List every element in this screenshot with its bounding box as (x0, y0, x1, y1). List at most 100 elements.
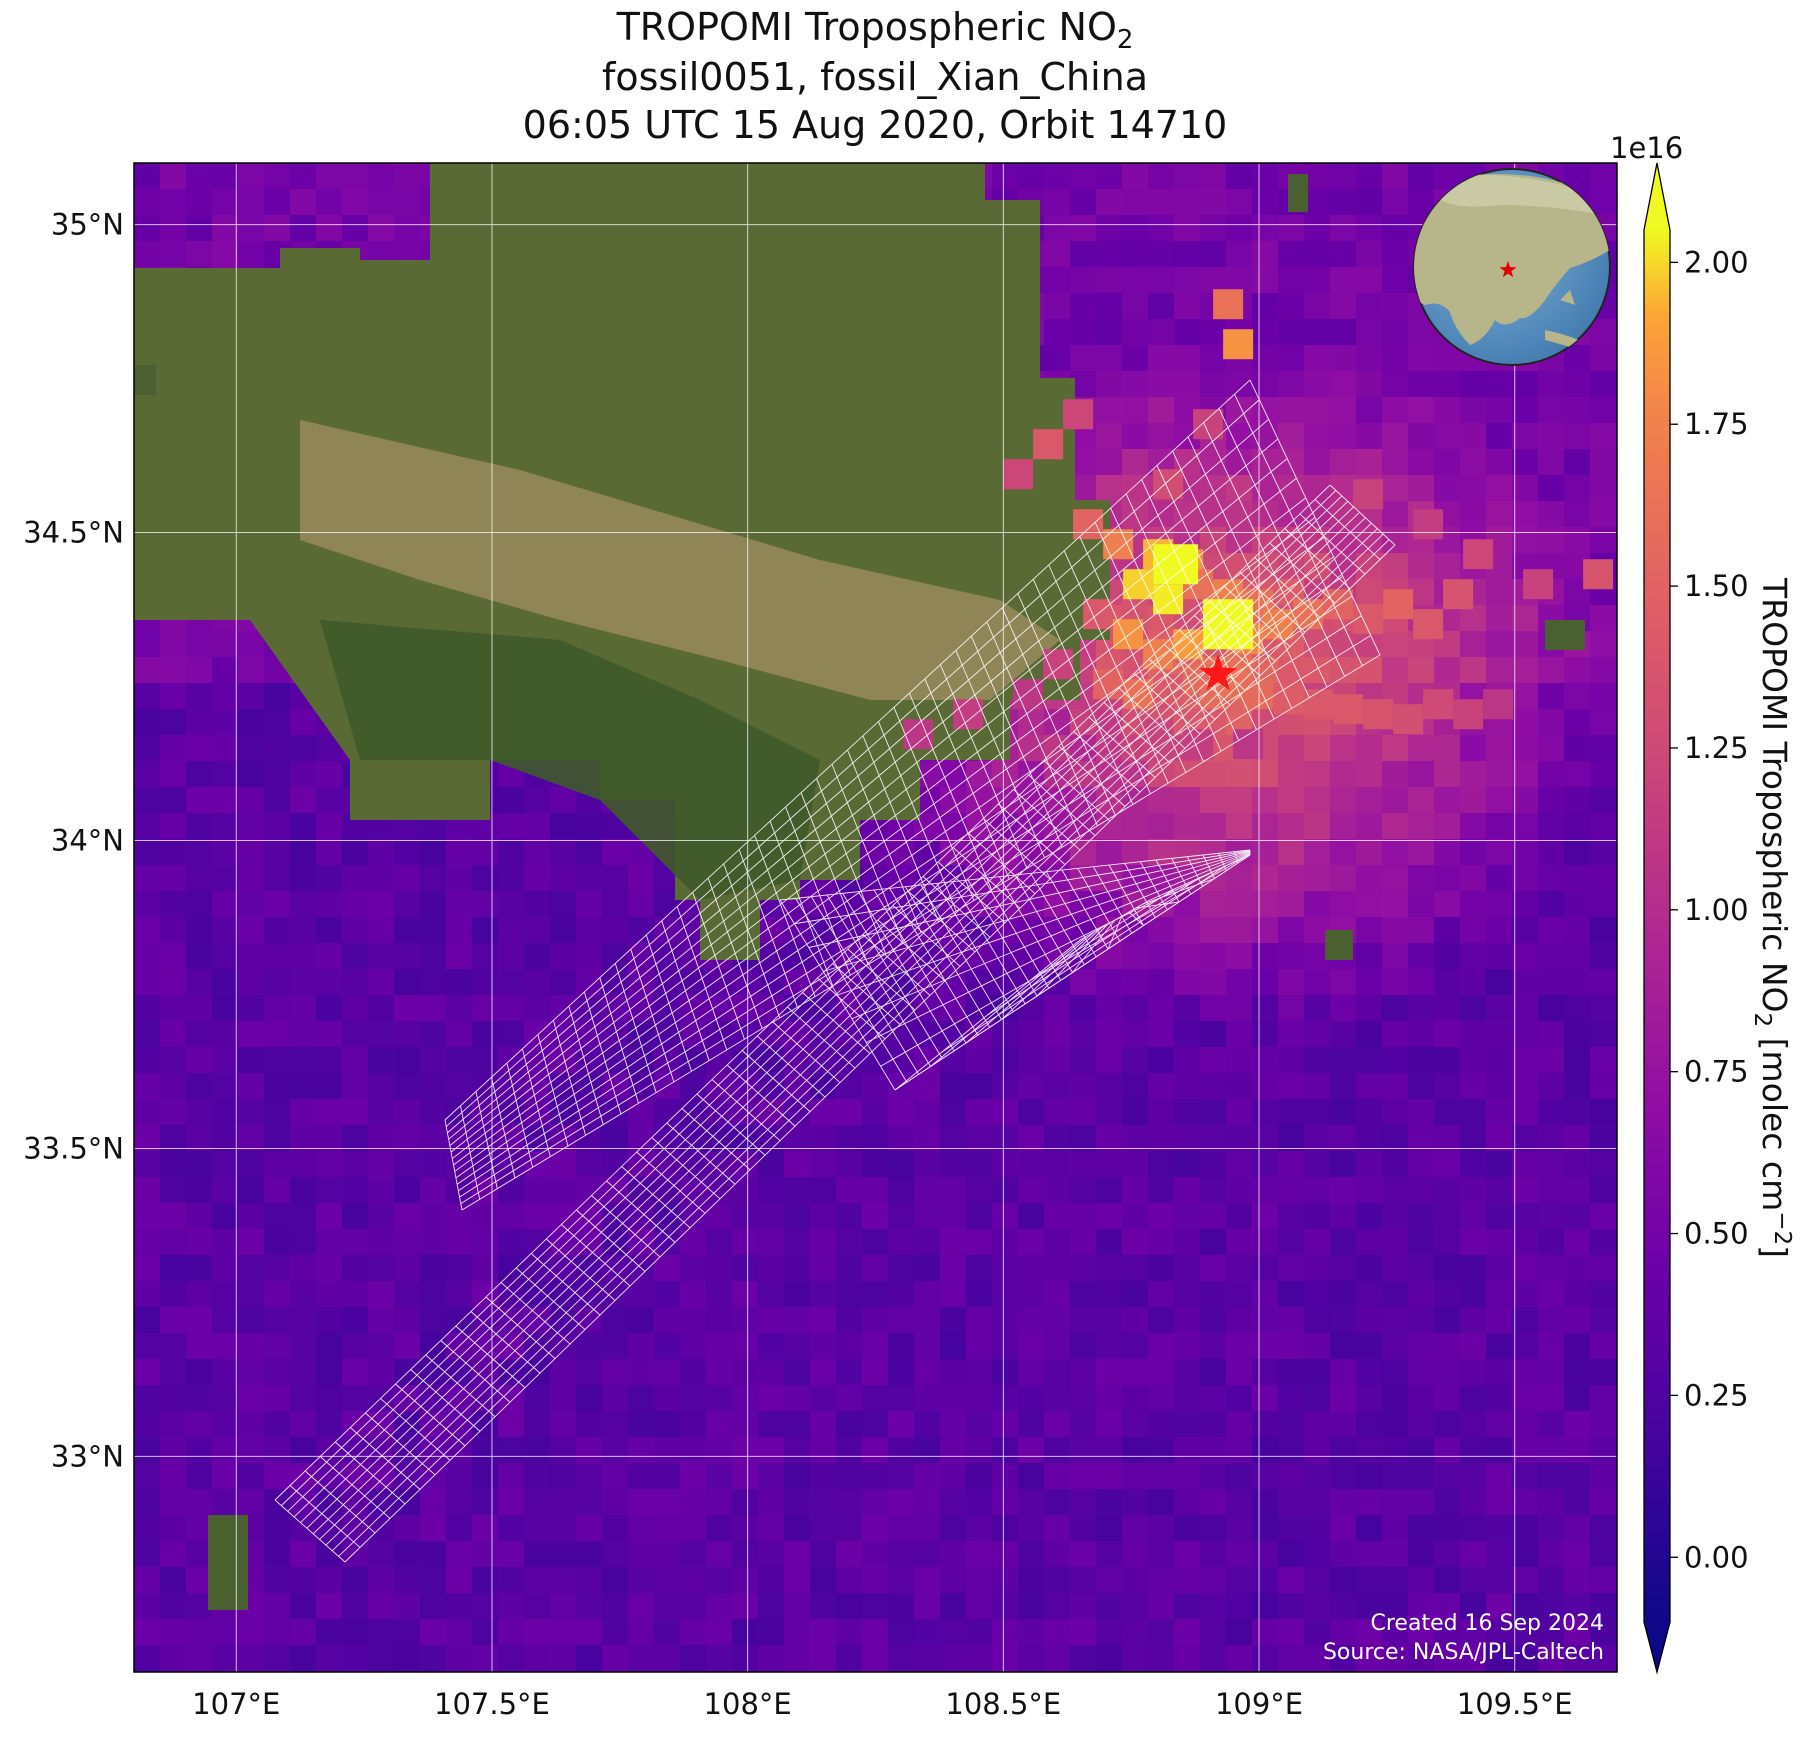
no2-pixel (1096, 475, 1123, 502)
no2-pixel (1148, 761, 1175, 788)
no2-pixel (1356, 371, 1383, 398)
no2-pixel (654, 1671, 681, 1672)
no2-pixel (628, 1645, 655, 1672)
no2-pixel (1486, 1359, 1513, 1386)
no2-pixel (1044, 189, 1071, 216)
no2-pixel (602, 1619, 629, 1646)
no2-pixel (160, 1385, 187, 1412)
no2-pixel (264, 1541, 291, 1568)
no2-pixel (1616, 1411, 1617, 1438)
no2-pixel (420, 865, 447, 892)
no2-pixel (706, 1489, 733, 1516)
no2-pixel (1174, 1515, 1201, 1542)
no2-pixel (1590, 1177, 1617, 1204)
no2-hot-pixel (1273, 684, 1304, 715)
no2-pixel (1122, 267, 1149, 294)
no2-pixel (862, 1411, 889, 1438)
no2-pixel (316, 189, 343, 216)
no2-pixel (1226, 865, 1253, 892)
no2-pixel (394, 1099, 421, 1126)
no2-pixel (394, 1229, 421, 1256)
no2-pixel (1382, 1151, 1409, 1178)
no2-pixel (628, 1177, 655, 1204)
no2-pixel (316, 943, 343, 970)
no2-pixel (264, 1463, 291, 1490)
no2-pixel (888, 1125, 915, 1152)
no2-pixel (1044, 1229, 1071, 1256)
no2-pixel (706, 1437, 733, 1464)
longitude-tick-label: 109°E (1215, 1687, 1303, 1721)
no2-pixel (394, 1645, 421, 1672)
no2-pixel (1174, 1229, 1201, 1256)
no2-pixel (1044, 995, 1071, 1022)
no2-pixel (1096, 995, 1123, 1022)
no2-pixel (1616, 1203, 1617, 1230)
no2-hot-pixel (1213, 289, 1244, 320)
no2-pixel (1434, 475, 1461, 502)
no2-pixel (212, 1073, 239, 1100)
no2-pixel (524, 1203, 551, 1230)
no2-pixel (576, 1645, 603, 1672)
no2-pixel (1044, 163, 1071, 190)
no2-pixel (264, 1255, 291, 1282)
no2-hot-pixel (1393, 704, 1424, 735)
no2-pixel (1538, 1281, 1565, 1308)
no2-pixel (498, 1645, 525, 1672)
no2-pixel (1304, 1021, 1331, 1048)
no2-pixel (342, 891, 369, 918)
no2-pixel (290, 1359, 317, 1386)
no2-pixel (706, 1515, 733, 1542)
no2-pixel (446, 1099, 473, 1126)
no2-pixel (1538, 1463, 1565, 1490)
no2-hotspot (903, 289, 1614, 760)
no2-pixel (134, 189, 161, 216)
no2-pixel (1304, 1671, 1331, 1672)
no2-pixel (836, 1411, 863, 1438)
no2-pixel (1538, 787, 1565, 814)
no2-pixel (186, 1125, 213, 1152)
no2-pixel (160, 657, 187, 684)
no2-pixel (1278, 1567, 1305, 1594)
no2-pixel (680, 1619, 707, 1646)
no2-pixel (1070, 1437, 1097, 1464)
no2-pixel (446, 891, 473, 918)
no2-pixel (1564, 943, 1591, 970)
no2-pixel (1408, 943, 1435, 970)
no2-pixel (1122, 1203, 1149, 1230)
no2-pixel (368, 1177, 395, 1204)
no2-pixel (1304, 267, 1331, 294)
no2-pixel (160, 189, 187, 216)
no2-hot-pixel (1153, 469, 1184, 500)
no2-pixel (1304, 1619, 1331, 1646)
no2-pixel (394, 1593, 421, 1620)
no2-hot-pixel (1483, 689, 1514, 720)
no2-pixel (550, 1099, 577, 1126)
no2-pixel (420, 1281, 447, 1308)
no2-pixel (212, 631, 239, 658)
no2-pixel (1096, 1411, 1123, 1438)
no2-pixel (1304, 1385, 1331, 1412)
no2-pixel (1070, 1567, 1097, 1594)
no2-pixel (342, 1177, 369, 1204)
no2-pixel (758, 1203, 785, 1230)
no2-pixel (966, 1099, 993, 1126)
no2-pixel (836, 1099, 863, 1126)
no2-pixel (1096, 1567, 1123, 1594)
no2-pixel (316, 1073, 343, 1100)
no2-pixel (732, 1047, 759, 1074)
no2-pixel (1408, 813, 1435, 840)
no2-pixel (1044, 1489, 1071, 1516)
no2-pixel (654, 1359, 681, 1386)
no2-pixel (862, 1359, 889, 1386)
no2-pixel (1330, 735, 1357, 762)
no2-pixel (1590, 1593, 1617, 1620)
no2-pixel (1616, 579, 1617, 606)
no2-pixel (472, 1619, 499, 1646)
no2-pixel (472, 1645, 499, 1672)
no2-pixel (1174, 1281, 1201, 1308)
no2-pixel (758, 1463, 785, 1490)
no2-pixel (1252, 293, 1279, 320)
no2-pixel (1278, 215, 1305, 242)
no2-pixel (238, 215, 265, 242)
no2-pixel (680, 1047, 707, 1074)
